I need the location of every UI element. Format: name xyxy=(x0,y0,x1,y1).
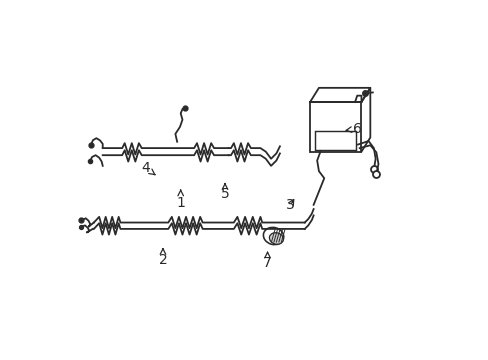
FancyBboxPatch shape xyxy=(309,102,361,152)
Text: 2: 2 xyxy=(158,249,167,267)
Ellipse shape xyxy=(263,228,283,245)
Ellipse shape xyxy=(269,233,283,244)
Text: 5: 5 xyxy=(220,184,229,201)
Bar xyxy=(315,131,355,150)
Text: 4: 4 xyxy=(141,161,155,175)
Text: 6: 6 xyxy=(346,122,362,136)
Text: 7: 7 xyxy=(263,252,271,270)
Text: 3: 3 xyxy=(285,198,294,212)
Text: 1: 1 xyxy=(176,190,185,210)
